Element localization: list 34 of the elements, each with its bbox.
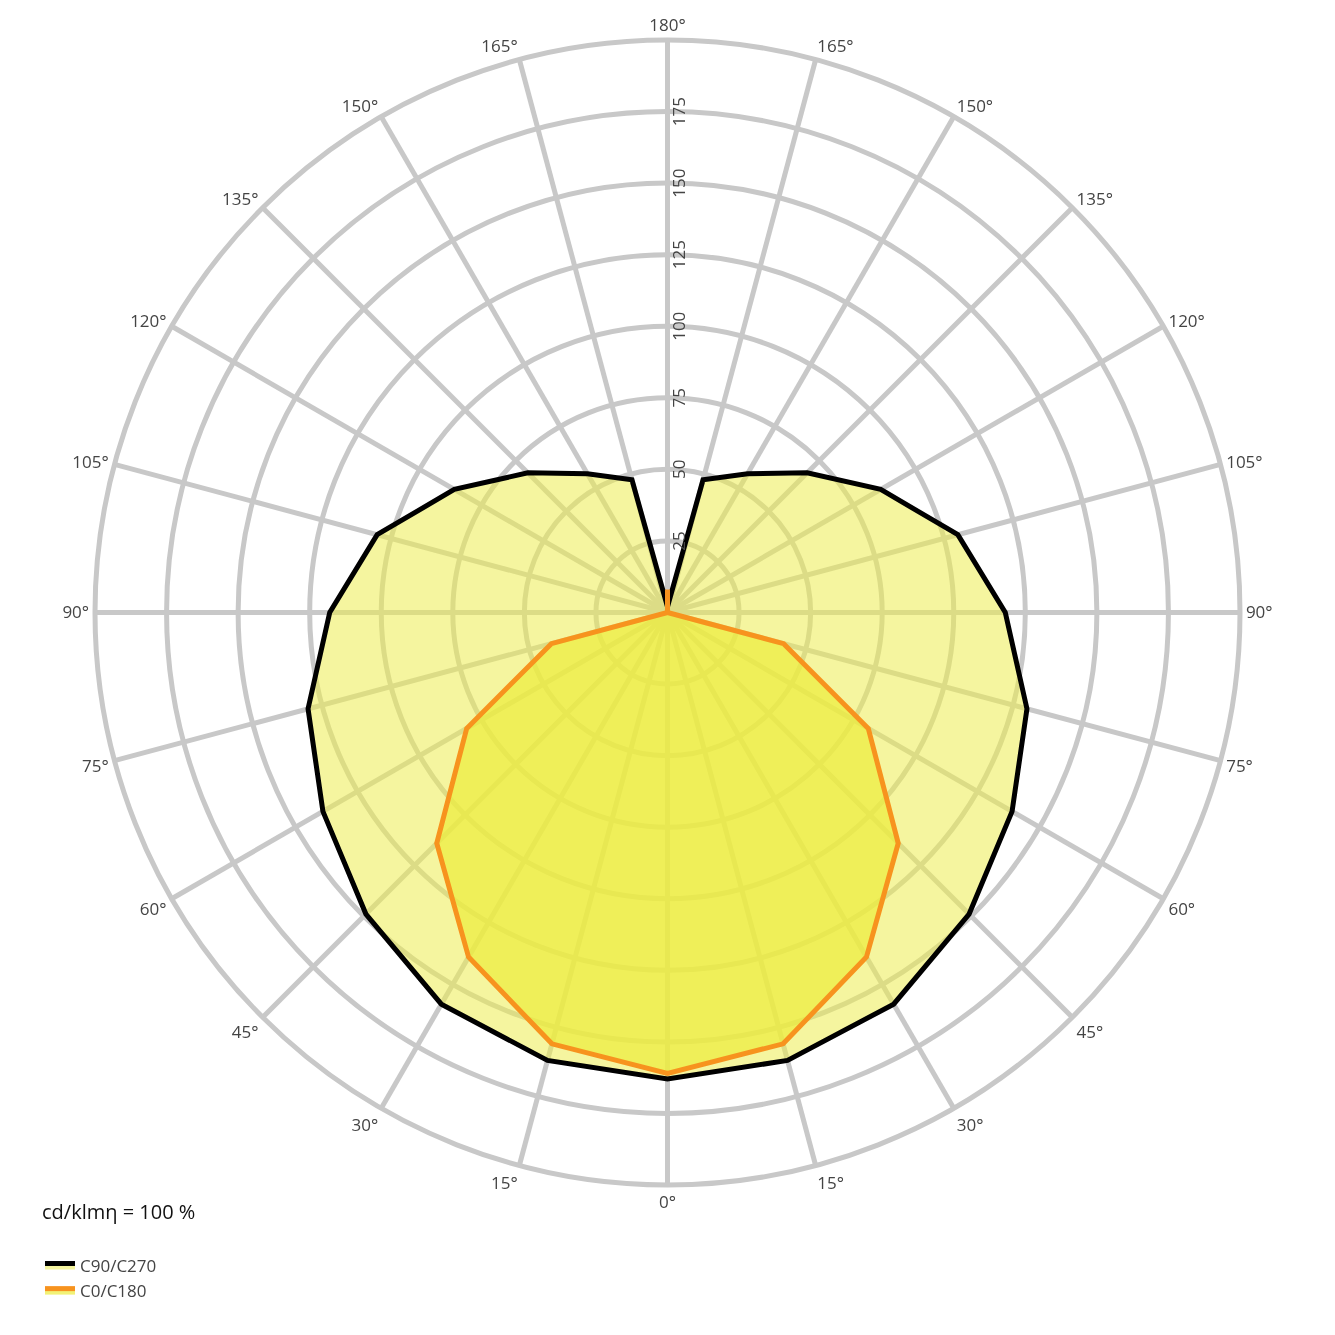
spoke-label: 30° bbox=[351, 1113, 379, 1137]
spoke-label: 180° bbox=[649, 12, 686, 36]
text: cd/klmη = 100 % bbox=[42, 1198, 196, 1225]
legend-label: C0/C180 bbox=[80, 1279, 147, 1303]
y-tick-label: 25 bbox=[667, 531, 690, 551]
y-tick-label: 150 bbox=[667, 168, 690, 198]
y-tick-label: 100 bbox=[667, 311, 690, 341]
spoke-label: 45° bbox=[231, 1019, 259, 1043]
spoke-label: 15° bbox=[491, 1171, 518, 1195]
spoke-label: 15° bbox=[817, 1171, 844, 1195]
legend-label: C90/C270 bbox=[80, 1254, 157, 1278]
y-tick-label: 75 bbox=[667, 388, 690, 408]
spoke-label: 30° bbox=[956, 1113, 984, 1137]
spoke-label: 90° bbox=[62, 600, 90, 624]
spoke-label: 90° bbox=[1245, 600, 1273, 624]
spoke-label: 150° bbox=[341, 93, 379, 117]
spoke-label: 0° bbox=[659, 1189, 676, 1213]
spoke-label: 75° bbox=[1226, 754, 1253, 778]
y-tick-label: 125 bbox=[667, 240, 690, 270]
spoke-label: 135° bbox=[1076, 187, 1113, 211]
spoke-label: 60° bbox=[1168, 897, 1196, 921]
spoke-label: 165° bbox=[481, 34, 518, 58]
spoke-label: 45° bbox=[1076, 1019, 1104, 1043]
spoke-label: 75° bbox=[82, 754, 109, 778]
spoke-label: 165° bbox=[817, 34, 854, 58]
spoke-label: 105° bbox=[72, 449, 109, 473]
spoke-label: 120° bbox=[130, 308, 167, 332]
spoke-label: 120° bbox=[1168, 308, 1205, 332]
spoke-label: 105° bbox=[1226, 449, 1263, 473]
spoke-label: 150° bbox=[956, 93, 994, 117]
y-tick-label: 50 bbox=[667, 459, 690, 480]
y-tick-label: 175 bbox=[667, 96, 690, 127]
spoke-label: 135° bbox=[222, 187, 259, 211]
spoke-label: 60° bbox=[139, 897, 167, 921]
